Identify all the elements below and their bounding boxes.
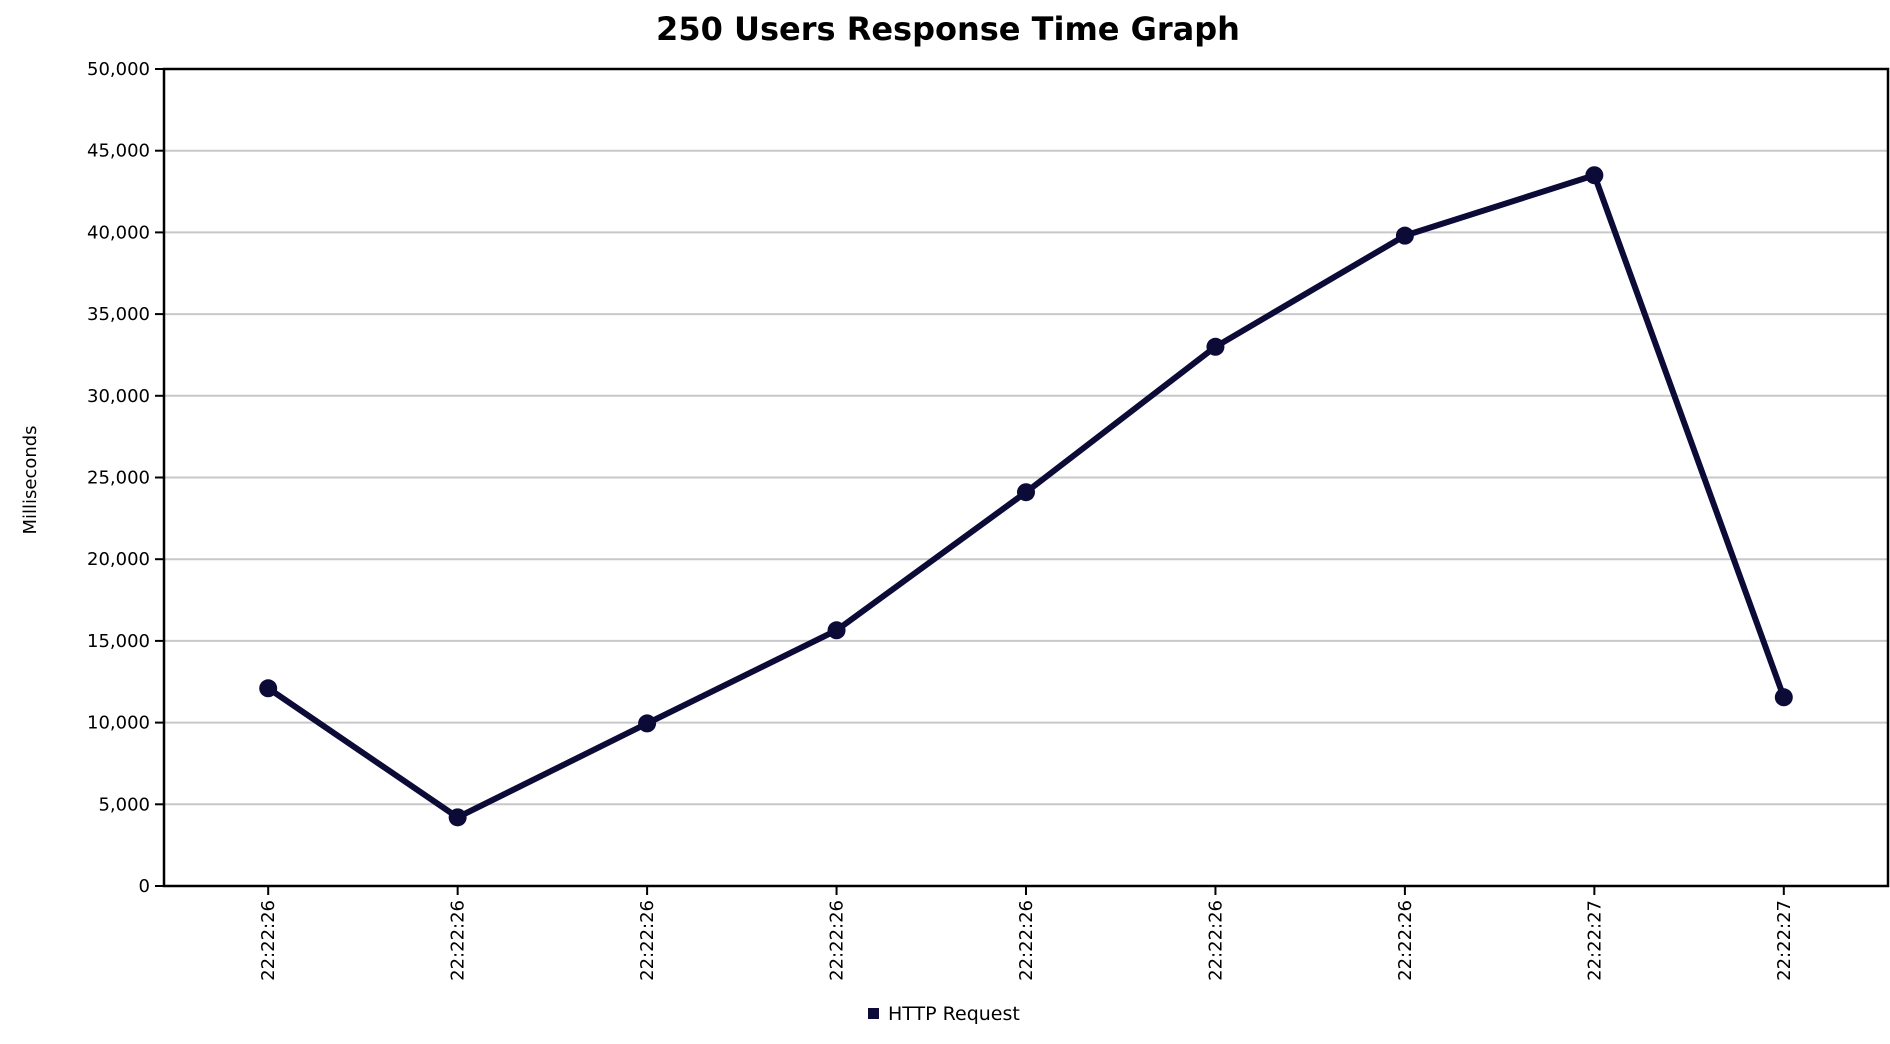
data-point — [638, 714, 657, 733]
y-tick-label: 5,000 — [98, 794, 150, 815]
y-tick-label: 25,000 — [87, 468, 150, 489]
series-layer — [259, 166, 1793, 827]
data-point — [448, 808, 467, 827]
y-axis-label: Milliseconds — [20, 425, 41, 534]
y-tick-label: 20,000 — [87, 549, 150, 570]
x-tick-label: 22:22:26 — [1016, 900, 1037, 981]
legend: HTTP Request — [868, 1003, 1020, 1025]
x-tick-label: 22:22:26 — [258, 900, 279, 981]
legend-swatch-http-request — [868, 1008, 879, 1019]
x-tick-label: 22:22:27 — [1584, 900, 1605, 981]
data-point — [1585, 166, 1604, 185]
grid-lines — [164, 149, 1888, 806]
chart-title: 250 Users Response Time Graph — [656, 10, 1240, 48]
x-tick-label: 22:22:26 — [1395, 900, 1416, 981]
data-point — [1395, 226, 1414, 245]
plot-area-border — [162, 67, 1890, 888]
y-tick-label: 40,000 — [87, 222, 150, 243]
x-tick-label: 22:22:27 — [1774, 900, 1795, 981]
y-tick-label: 10,000 — [87, 713, 150, 734]
y-tick-label: 0 — [139, 876, 150, 897]
data-point — [827, 621, 846, 640]
x-axis-ticks: 22:22:26 22:22:26 22:22:26 22:22:26 22:22:26… — [258, 886, 1795, 981]
y-tick-label: 15,000 — [87, 631, 150, 652]
data-point — [1774, 688, 1793, 707]
y-tick-label: 30,000 — [87, 386, 150, 407]
y-tick-label: 35,000 — [87, 304, 150, 325]
x-tick-label: 22:22:26 — [448, 900, 469, 981]
legend-label-http-request: HTTP Request — [888, 1003, 1020, 1025]
x-tick-label: 22:22:26 — [1205, 900, 1226, 981]
x-tick-label: 22:22:26 — [827, 900, 848, 981]
data-point — [1017, 483, 1035, 502]
y-tick-label: 50,000 — [87, 59, 150, 80]
y-tick-label: 45,000 — [87, 141, 150, 162]
data-point — [1206, 337, 1225, 356]
y-axis-ticks: 0 5,000 10,000 15,000 20,000 25,000 30,000 35,0… — [87, 59, 164, 897]
x-tick-label: 22:22:26 — [637, 900, 658, 981]
data-point — [259, 679, 278, 698]
